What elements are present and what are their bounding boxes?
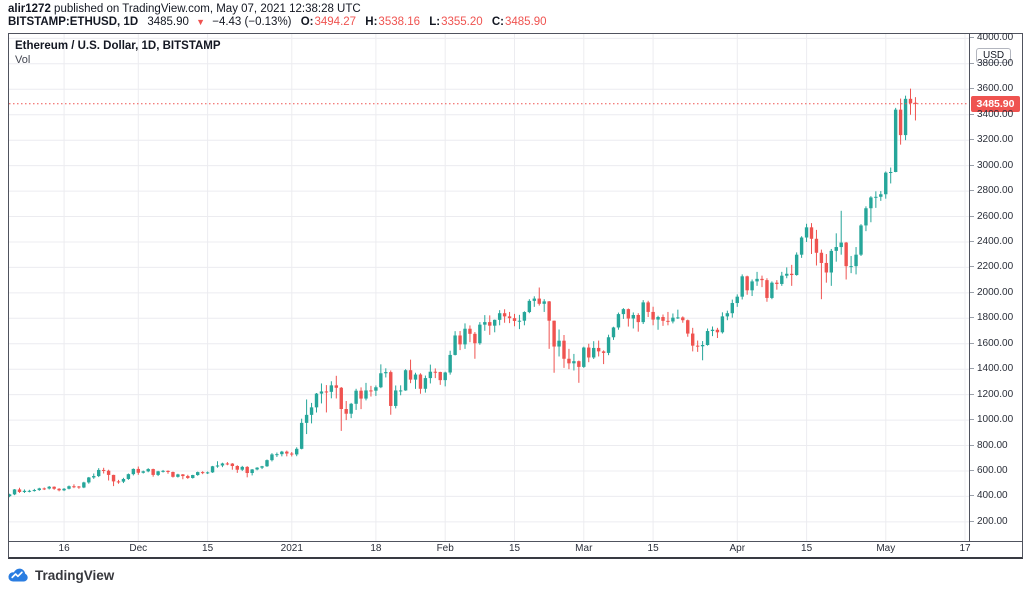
price-axis-tick-label: 1600.00	[970, 338, 1022, 350]
symbol-label: BITSTAMP:ETHUSD, 1D	[8, 16, 139, 28]
last-price: 3485.90	[147, 16, 189, 28]
price-axis[interactable]: USD 3485.90 4000.00 3800.00 3600.00 3400.00…	[969, 32, 1022, 541]
published-text: published on TradingView.com, May 07, 20…	[50, 3, 361, 15]
time-axis-tick-label: 15	[202, 543, 214, 554]
candles-svg	[9, 34, 969, 541]
time-axis-tick-label: 15	[801, 543, 813, 554]
quote-line: BITSTAMP:ETHUSD, 1D 3485.90 ▼ −4.43 (−0.…	[8, 16, 547, 29]
price-axis-tick-label: 200.00	[970, 516, 1022, 528]
low-value: 3355.20	[441, 16, 483, 28]
price-axis-tick-label: 2400.00	[970, 236, 1022, 248]
price-axis-tick-label: 800.00	[970, 440, 1022, 452]
chart-frame: Ethereum / U.S. Dollar, 1D, BITSTAMP Vol…	[8, 32, 1023, 559]
time-axis-tick-label: Mar	[575, 543, 593, 554]
price-axis-tick-label: 2600.00	[970, 211, 1022, 223]
time-axis-tick-label: 16	[58, 543, 70, 554]
price-axis-tick-label: 3400.00	[970, 109, 1022, 121]
currency-badge: USD	[976, 48, 1012, 63]
down-triangle-icon: ▼	[196, 17, 206, 27]
price-axis-tick-label: 2000.00	[970, 287, 1022, 299]
price-axis-tick-label: 2800.00	[970, 185, 1022, 197]
time-axis-tick-label: Feb	[436, 543, 454, 554]
price-axis-tick-label: 600.00	[970, 465, 1022, 477]
time-axis-tick-label: 15	[647, 543, 659, 554]
tradingview-cloud-icon	[8, 568, 28, 582]
price-axis-tick-label: 3600.00	[970, 83, 1022, 95]
close-label: C:	[491, 16, 504, 28]
time-axis-tick-label: Dec	[129, 543, 148, 554]
time-axis-tick-label: 18	[370, 543, 382, 554]
price-axis-tick-label: 1200.00	[970, 389, 1022, 401]
price-axis-tick-label: 1400.00	[970, 363, 1022, 375]
time-axis-tick-label: 17	[959, 543, 971, 554]
published-line: alir1272 published on TradingView.com, M…	[8, 3, 361, 16]
price-axis-tick-label: 400.00	[970, 490, 1022, 502]
low-label: L:	[429, 16, 441, 28]
price-axis-tick-label: 1000.00	[970, 414, 1022, 426]
price-axis-tick-label: 3000.00	[970, 160, 1022, 172]
author-username: alir1272	[8, 3, 51, 15]
time-axis-tick-label: 15	[508, 543, 521, 554]
time-axis-tick-label: 2021	[280, 543, 303, 554]
tradingview-logo[interactable]: TradingView	[7, 567, 114, 583]
price-change: −4.43 (−0.13%)	[212, 16, 292, 28]
price-axis-tick-label: 3800.00	[970, 58, 1022, 70]
tradingview-wordmark: TradingView	[35, 567, 115, 583]
candlestick-chart[interactable]: Ethereum / U.S. Dollar, 1D, BITSTAMP Vol	[9, 34, 969, 541]
time-axis-tick-label: May	[876, 543, 896, 554]
price-axis-tick-label: 1800.00	[970, 312, 1022, 324]
time-axis-tick-label: Apr	[729, 543, 746, 554]
price-axis-tick-label: 4000.00	[970, 32, 1022, 44]
last-price-tag: 3485.90	[971, 95, 1020, 112]
open-value: 3494.27	[314, 16, 357, 28]
price-axis-tick-label: 3200.00	[970, 134, 1022, 146]
high-label: H:	[365, 16, 378, 28]
open-label: O:	[300, 16, 314, 28]
high-value: 3538.16	[378, 16, 420, 28]
time-axis[interactable]: 16 Dec 15 2021 18 Feb 15 Mar 15 Apr 15 May 17	[9, 541, 1022, 557]
close-value: 3485.90	[504, 16, 547, 28]
price-axis-tick-label: 2200.00	[970, 261, 1022, 273]
